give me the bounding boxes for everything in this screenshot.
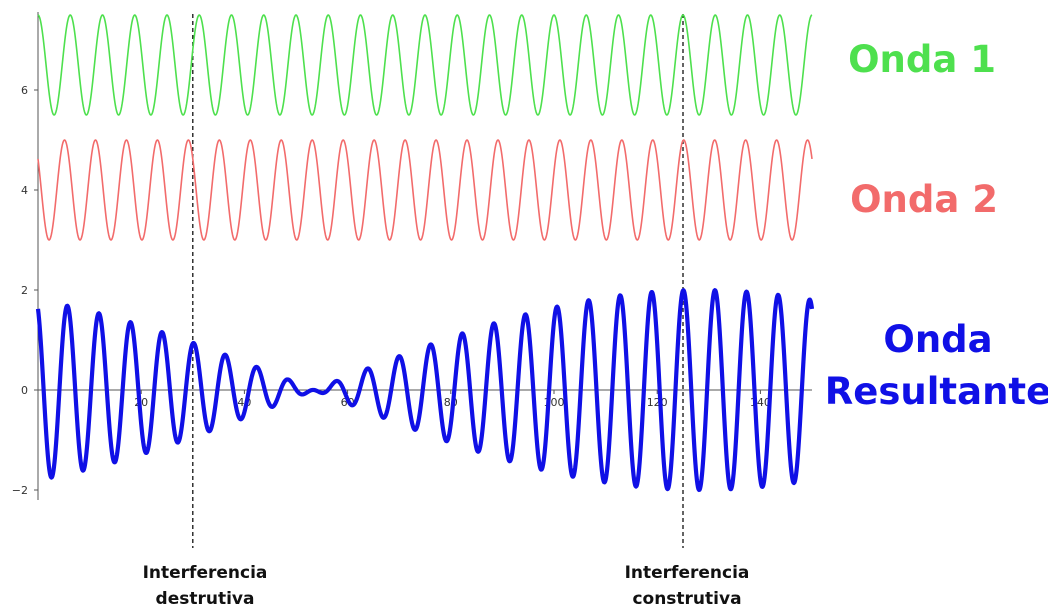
x-tick-label: 120: [647, 396, 668, 409]
y-ticks: −2 0 2 4 6: [12, 84, 38, 497]
annotation-destrutiva-line2: destrutiva: [156, 589, 255, 609]
series-line-onda-resultante: [35, 288, 815, 493]
y-tick-label: 0: [21, 384, 28, 397]
label-onda-resultante: Onda: [883, 318, 992, 361]
annotation-construtiva-line1: Interferencia: [625, 563, 750, 583]
y-tick-label: 4: [21, 184, 28, 197]
annotation-construtiva-line2: construtiva: [632, 589, 741, 609]
y-tick-label: 6: [21, 84, 28, 97]
y-tick-label: 2: [21, 284, 28, 297]
annotation-lines: [192, 14, 684, 548]
label-onda-resultante-line2: Resultante: [825, 370, 1048, 413]
y-tick-label: −2: [12, 484, 28, 497]
label-onda-2: Onda 2: [850, 178, 998, 221]
series-line-onda-1: [37, 14, 813, 116]
series-lines: [35, 14, 815, 493]
label-onda-1: Onda 1: [848, 38, 996, 81]
annotation-destrutiva-line1: Interferencia: [143, 563, 268, 583]
series-line-onda-2: [37, 139, 813, 241]
